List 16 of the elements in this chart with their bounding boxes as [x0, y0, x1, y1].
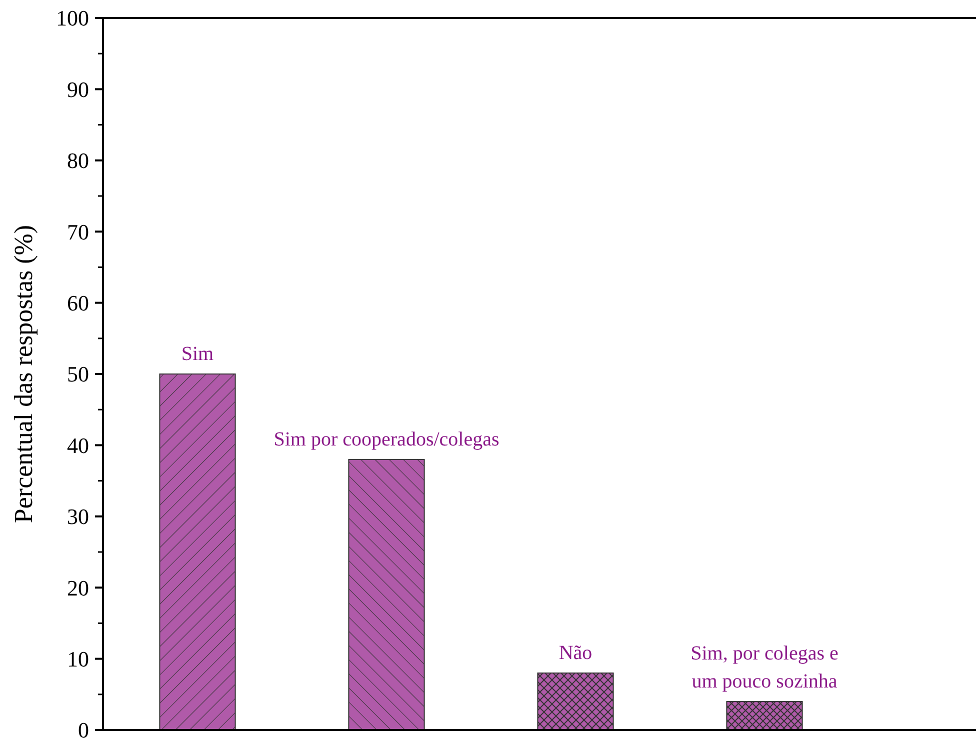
y-tick-label: 50 [67, 362, 89, 387]
y-tick-label: 70 [67, 219, 89, 244]
y-tick-label: 10 [67, 646, 89, 672]
x-tick-label: Sim, por colegas e um pouco sozinha [690, 642, 838, 693]
y-axis-title: Percentual das respostas (%) [9, 224, 38, 524]
y-tick-label: 100 [56, 6, 89, 31]
y-tick-label: 20 [67, 575, 89, 600]
x-tick-label: Sim [181, 343, 214, 365]
y-tick-label: 0 [78, 718, 89, 743]
x-tick-label: Não [558, 642, 592, 664]
y-tick-label: 60 [67, 290, 89, 316]
y-tick-label: 80 [67, 148, 89, 174]
y-tick-label: 30 [67, 504, 89, 530]
y-tick-label: 90 [67, 76, 89, 102]
y-tick-label: 40 [67, 432, 89, 458]
x-tick-label: Sim por cooperados/colegas [274, 428, 500, 450]
